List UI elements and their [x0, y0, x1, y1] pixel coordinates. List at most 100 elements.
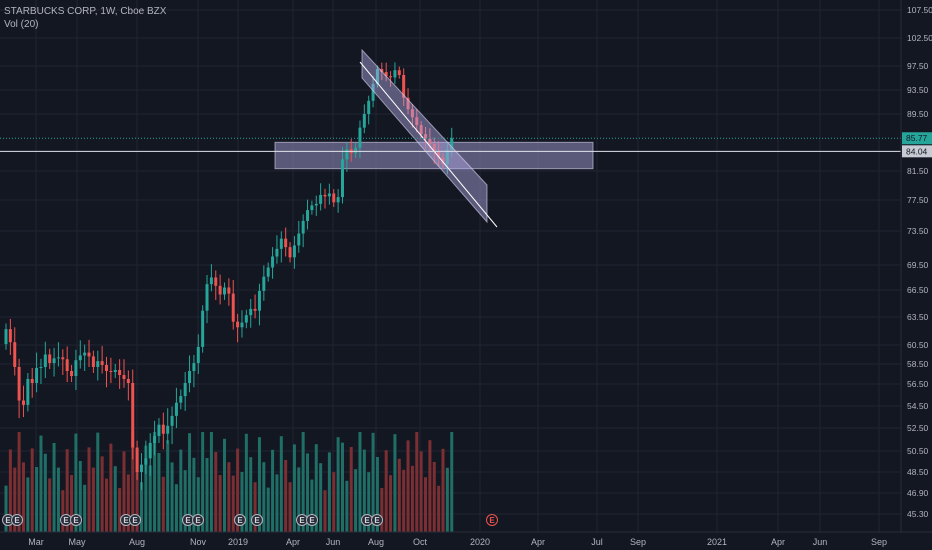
candle-body: [35, 368, 39, 383]
candle-body: [345, 149, 349, 160]
candle-body: [100, 361, 104, 365]
volume-bar: [161, 476, 165, 532]
candle-body: [432, 143, 436, 152]
volume-bar: [310, 479, 314, 532]
volume-bar: [201, 432, 205, 532]
volume-bar: [450, 432, 454, 532]
volume-bar: [424, 477, 428, 532]
volume-bar: [393, 434, 397, 532]
candle-body: [122, 375, 126, 379]
volume-bar: [437, 485, 441, 532]
volume-bar: [148, 465, 152, 532]
candle-body: [419, 125, 423, 135]
candle-body: [236, 321, 240, 328]
volume-bar: [30, 448, 34, 532]
earnings-icon-label: E: [254, 516, 260, 525]
price-tick-label: 102.50: [907, 33, 932, 43]
volume-bar: [323, 490, 327, 532]
candle-body: [105, 365, 109, 371]
volume-bar: [345, 480, 349, 532]
volume-bar: [319, 463, 323, 532]
future-earnings-icon: [486, 514, 498, 526]
candle-body: [83, 352, 87, 356]
volume-bar: [179, 449, 183, 532]
volume-bar: [271, 449, 275, 532]
candle-body: [397, 70, 401, 75]
price-tick-label: 52.50: [907, 423, 929, 433]
earnings-icon: [70, 514, 82, 526]
candle-body: [183, 383, 187, 397]
candle-body: [227, 287, 231, 294]
volume-bar: [362, 449, 366, 532]
price-tick-label: 54.50: [907, 401, 929, 411]
volume-bar: [135, 452, 139, 532]
volume-bar: [384, 450, 388, 532]
time-tick-label: Oct: [413, 537, 428, 547]
volume-bar: [402, 469, 406, 532]
volume-bar: [48, 478, 52, 532]
candle-body: [161, 424, 165, 434]
candle-body: [223, 287, 226, 295]
crosshair-price-label: 84.04: [906, 146, 928, 156]
price-tick-label: 50.50: [907, 446, 929, 456]
earnings-icon-label: E: [237, 516, 243, 525]
candle-body: [314, 203, 318, 206]
candle-body: [249, 308, 253, 316]
candle-body: [139, 464, 143, 472]
volume-bar: [21, 462, 25, 532]
volume-bar: [367, 472, 371, 532]
time-tick-label: Sep: [871, 537, 887, 547]
volume-bar: [445, 467, 449, 532]
volume-bar: [297, 467, 301, 532]
volume-bar: [43, 453, 47, 532]
candle-body: [8, 329, 12, 343]
earnings-icon: [371, 514, 383, 526]
volume-bar: [35, 467, 39, 532]
volume-bar: [174, 484, 178, 532]
time-axis[interactable]: Mar May Aug Nov 2019 Apr Jun Aug Oct 2020 Apr Jul Se…: [28, 537, 887, 547]
candle-body: [118, 370, 122, 375]
candle-body: [240, 322, 244, 328]
price-tick-label: 45.30: [907, 509, 929, 519]
candle-body: [358, 127, 362, 148]
volume-bar: [17, 432, 21, 532]
time-tick-label: Jun: [326, 537, 341, 547]
volume-indicator-label[interactable]: Vol (20): [4, 19, 39, 30]
price-tick-label: 56.50: [907, 379, 929, 389]
volume-bar: [144, 445, 148, 532]
candle-body: [43, 354, 47, 367]
candle-body: [113, 370, 117, 372]
volume-bar: [26, 477, 30, 532]
candle-body: [384, 72, 388, 77]
candle-body: [380, 69, 384, 72]
volume-bar: [349, 447, 353, 532]
volume-bar: [314, 444, 318, 532]
drawings-channel[interactable]: [0, 48, 901, 228]
price-tick-label: 60.50: [907, 340, 929, 350]
earnings-icon-label: E: [63, 516, 69, 525]
earnings-icon: [129, 514, 141, 526]
volume-bar: [170, 462, 174, 532]
volume-bar: [83, 484, 87, 532]
earnings-icon-label: E: [195, 516, 201, 525]
volume-bar: [113, 466, 117, 532]
earnings-icon-label: E: [5, 516, 11, 525]
volume-bar: [240, 472, 244, 532]
earnings-icon: [306, 514, 318, 526]
candle-body: [441, 157, 445, 165]
symbol-title[interactable]: STARBUCKS CORP, 1W, Cboe BZX: [4, 6, 167, 17]
time-tick-label: Jun: [813, 537, 828, 547]
earnings-icon: [234, 514, 246, 526]
price-axis[interactable]: 107.50 102.50 97.50 93.50 89.50 81.50 77.50 73.…: [902, 5, 932, 519]
earnings-icon-label: E: [73, 516, 79, 525]
time-tick-label: 2021: [707, 537, 727, 547]
volume-bar: [432, 462, 436, 532]
volume-bar: [56, 467, 60, 532]
candle-body: [109, 371, 113, 372]
volume-bar: [227, 462, 231, 532]
candle-body: [393, 70, 397, 78]
candle-body: [415, 117, 419, 126]
candle-body: [371, 84, 375, 101]
